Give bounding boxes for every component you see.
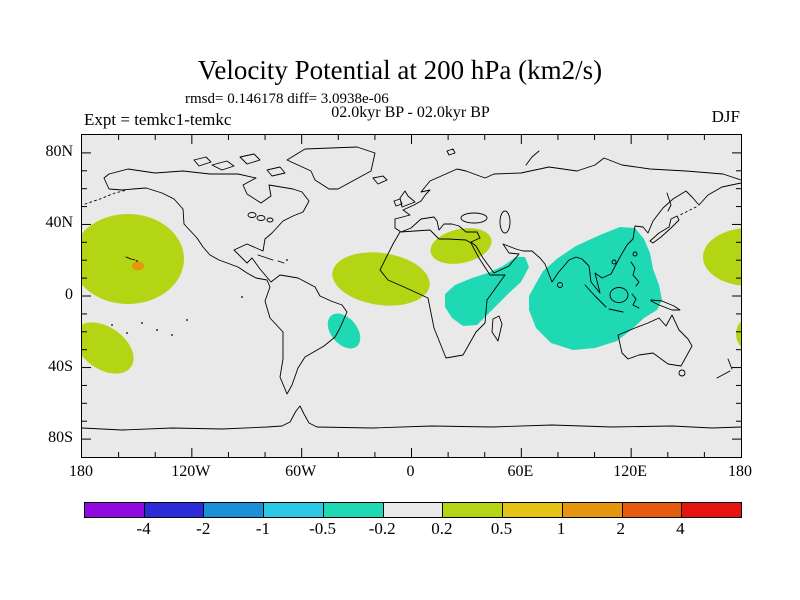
coastline-caribbean xyxy=(257,254,285,264)
coastlines xyxy=(82,146,741,431)
colorbar-boundary-label: 4 xyxy=(676,519,685,538)
region-south-central-pacific xyxy=(82,322,134,374)
colorbar-segment xyxy=(85,503,145,517)
coastline-british-isles xyxy=(393,190,416,208)
colorbar-boundary-label: 1 xyxy=(556,519,566,538)
colorbar-segment xyxy=(383,503,444,517)
taiwan xyxy=(632,251,638,257)
coastline-new-guinea xyxy=(650,299,681,311)
coastline-australia xyxy=(617,314,693,367)
coastline-eurasia-north xyxy=(394,157,741,220)
anomaly-regions xyxy=(82,214,741,374)
coastline-iceland xyxy=(372,175,388,185)
great-lakes xyxy=(247,212,274,223)
lat-tick-label: 0 xyxy=(65,286,73,303)
season-label: DJF xyxy=(711,107,740,126)
region-southwest-pacific-wrap xyxy=(736,321,741,347)
tasmania xyxy=(678,369,686,377)
region-south-atlantic-off-brazil xyxy=(327,313,361,349)
colorbar-segment xyxy=(204,503,265,517)
map-ticks xyxy=(82,135,741,457)
caspian-sea xyxy=(499,210,511,234)
hawaii xyxy=(125,256,136,261)
colorbar-segment xyxy=(622,503,683,517)
region-spot-south-of-hawaii xyxy=(132,261,144,271)
colorbar-segment xyxy=(562,503,623,517)
lon-tick-label: 180 xyxy=(69,463,93,480)
colorbar-segment xyxy=(323,503,384,517)
colorbar-segment xyxy=(144,503,205,517)
colorbar-boundary-label: 0.5 xyxy=(490,519,513,538)
colorbar-segment xyxy=(264,503,324,517)
hainan xyxy=(611,259,617,265)
lon-tick-label: 60W xyxy=(285,463,317,480)
coastline-new-zealand xyxy=(716,358,733,379)
coastline-japan xyxy=(649,192,680,244)
pacific-island-specks xyxy=(111,259,288,336)
region-tropical-atlantic-west-africa xyxy=(332,252,430,306)
region-east-africa-horn-arabian-sea xyxy=(445,257,529,326)
lat-tick-label: 80N xyxy=(45,142,73,160)
coastline-africa xyxy=(379,229,506,359)
lat-tick-label: 80S xyxy=(48,429,73,447)
colorbar-segment xyxy=(503,503,563,517)
colorbar-boundary-label: 0.2 xyxy=(431,519,453,538)
coastline-americas xyxy=(103,168,348,395)
comparison-line: 02.0kyr BP - 02.0kyr BP xyxy=(331,104,490,121)
page-title: Velocity Potential at 200 hPa (km2/s) xyxy=(197,55,603,85)
lon-tick-label: 120W xyxy=(171,463,211,480)
lon-tick-label: 120E xyxy=(613,463,648,480)
colorbar-boundary-label: -1 xyxy=(255,519,270,538)
lon-tick-label: 60E xyxy=(507,463,534,480)
region-central-north-pacific xyxy=(82,214,184,304)
coastline-sumatra-java xyxy=(584,284,624,313)
coastline-madagascar xyxy=(491,315,503,342)
experiment-label: Expt = temkc1-temkc xyxy=(84,110,232,129)
lon-tick-label: 0 xyxy=(406,463,415,480)
colorbar-boundary-label: -0.2 xyxy=(368,519,396,538)
black-sea xyxy=(460,212,488,224)
lon-tick-label: 180 xyxy=(728,463,752,480)
colorbar xyxy=(84,502,742,518)
borneo xyxy=(609,287,629,303)
region-northeast-africa-east-mediterranean xyxy=(430,228,492,264)
colorbar-boundary-label: -0.5 xyxy=(309,519,336,538)
kuril-aleutian-arcs xyxy=(84,189,697,216)
sri-lanka xyxy=(557,282,563,288)
stats-line: rmsd= 0.146178 diff= 3.0938e-06 xyxy=(185,91,389,107)
lat-tick-label: 40N xyxy=(45,214,73,232)
world-map-svg xyxy=(82,135,741,457)
lat-tick-label: 40S xyxy=(48,357,73,375)
region-india-southeast-asia-indian-ocean xyxy=(529,227,662,350)
coastline-greenland xyxy=(286,146,376,190)
colorbar-boundary-label: -4 xyxy=(136,519,151,538)
region-northwest-pacific-wrap xyxy=(703,228,741,286)
coastline-sulawesi xyxy=(631,293,640,309)
world-map xyxy=(81,134,742,458)
colorbar-boundary-label: 2 xyxy=(616,519,625,538)
colorbar-segment xyxy=(682,503,742,517)
colorbar-boundary-label: -2 xyxy=(196,519,211,538)
colorbar-segment xyxy=(443,503,504,517)
coastline-arctic-islands xyxy=(193,148,540,177)
coastline-mediterranean-north xyxy=(394,216,481,243)
coastline-philippines xyxy=(630,261,640,287)
coastline-antarctica xyxy=(82,405,741,431)
